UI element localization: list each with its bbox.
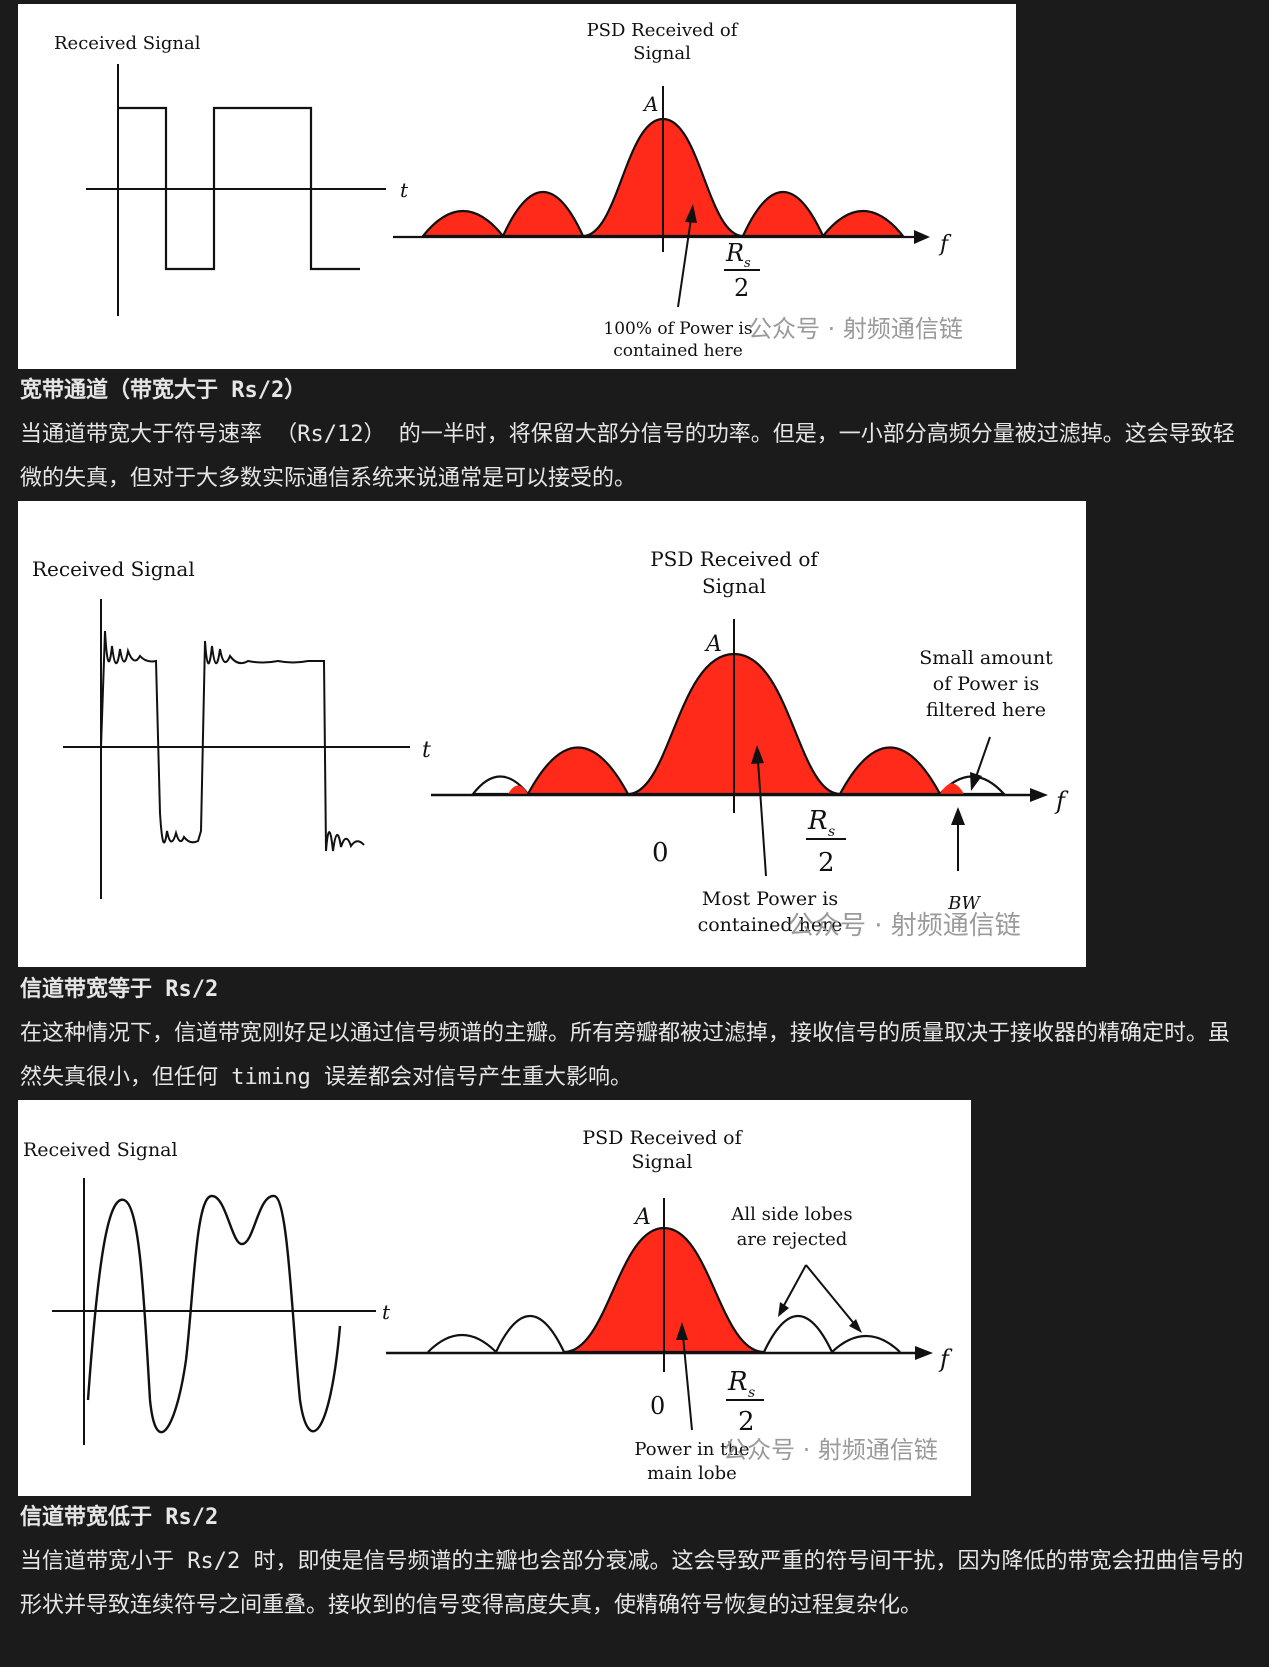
frequency-axis-arrow <box>1030 788 1048 802</box>
side-lobe-l1 <box>495 1314 565 1353</box>
note-line2: contained here <box>698 914 843 936</box>
rs-denominator: 2 <box>738 1407 755 1437</box>
note-line1: 100% of Power is <box>603 319 752 339</box>
psd-title-line2: Signal <box>702 574 766 598</box>
rs-label: R <box>727 1367 748 1397</box>
zero-label: 0 <box>652 838 669 868</box>
section-body-narrow: 当信道带宽小于 Rs/2 时，即使是信号频谱的主瓣也会部分衰减。这会导致严重的符… <box>20 1549 1244 1618</box>
rs-subscript: s <box>748 1385 755 1401</box>
figure-wideband: Received Signal t PSD Received of Signal… <box>18 4 1016 369</box>
side-note-line3: filtered here <box>926 699 1046 721</box>
note-line1: Power in the <box>634 1439 749 1460</box>
note-line2: contained here <box>613 341 743 361</box>
psd-lobes <box>470 652 1007 796</box>
side-note-arrow-head-left <box>778 1302 789 1317</box>
side-lobe-l1 <box>501 191 585 238</box>
side-note-arrows <box>781 1264 857 1327</box>
figure-equal-bandwidth-diagram: Received Signal t PSD Received of Signal… <box>32 547 1069 941</box>
rs-subscript: s <box>828 824 835 840</box>
frequency-axis-arrow <box>914 230 930 244</box>
side-note-line2: of Power is <box>933 673 1039 695</box>
side-lobe-r2 <box>820 210 906 238</box>
figure-wideband-diagram: Received Signal t PSD Received of Signal… <box>54 20 963 361</box>
section-heading-narrow: 信道带宽低于 Rs/2 <box>20 1505 219 1530</box>
section-body-wideband: 当通道带宽大于符号速率 （Rs/12） 的一半时，将保留大部分信号的功率。但是，… <box>20 422 1235 491</box>
side-note-line1: Small amount <box>919 647 1053 669</box>
side-note-arrow-head <box>970 772 982 791</box>
figure-equal-bandwidth: Received Signal t PSD Received of Signal… <box>18 501 1086 967</box>
psd-title-line2: Signal <box>633 43 691 64</box>
note-line1: Most Power is <box>702 888 838 910</box>
t-axis-label: t <box>422 738 431 763</box>
side-lobe-r1 <box>741 191 825 238</box>
f-axis-label: f <box>1054 787 1069 815</box>
note-arrow <box>757 760 767 877</box>
note-arrow-head <box>685 204 697 223</box>
side-lobe-r1 <box>838 746 942 796</box>
f-axis-label: f <box>938 1345 953 1373</box>
side-note-arrow-head-right <box>849 1319 862 1333</box>
side-lobe-r2 <box>831 1334 901 1353</box>
bw-arrow-head <box>951 807 965 825</box>
section-body-equal: 在这种情况下，信道带宽刚好足以通过信号频谱的主瓣。所有旁瓣都被过滤掉，接收信号的… <box>20 1021 1231 1090</box>
watermark: 公众号 · 射频通信链 <box>788 911 1021 941</box>
bw-label: BW <box>947 893 981 914</box>
section-heading-wideband: 宽带通道（带宽大于 Rs/2） <box>20 378 307 403</box>
side-note-line1: All side lobes <box>730 1204 852 1225</box>
amplitude-label: A <box>633 1205 651 1230</box>
note-arrow-head <box>676 1322 688 1340</box>
side-lobe-l1 <box>526 746 630 796</box>
f-axis-label: f <box>938 232 952 257</box>
received-signal-label: Received Signal <box>23 1139 178 1161</box>
rs-denominator: 2 <box>818 848 835 878</box>
figure-narrowband: Received Signal t PSD Received of Signal… <box>18 1100 971 1496</box>
section-heading-equal: 信道带宽等于 Rs/2 <box>20 977 219 1002</box>
amplitude-label: A <box>642 92 658 116</box>
side-lobe-r2-partial <box>940 783 964 794</box>
watermark: 公众号 · 射频通信链 <box>748 315 963 343</box>
square-wave <box>118 106 360 271</box>
t-axis-label: t <box>382 1300 391 1324</box>
rs-denominator: 2 <box>734 274 749 302</box>
amplitude-label: A <box>704 632 722 657</box>
frequency-axis-arrow <box>915 1346 933 1360</box>
figure-narrowband-diagram: Received Signal t PSD Received of Signal… <box>23 1127 953 1484</box>
side-lobe-l2 <box>427 1333 497 1353</box>
psd-title-line1: PSD Received of <box>582 1127 743 1149</box>
ringing-square-wave <box>100 630 365 852</box>
side-lobe-l2-partial <box>508 785 528 794</box>
side-note-arrow <box>975 736 991 778</box>
psd-title-line2: Signal <box>632 1151 693 1173</box>
zero-label: 0 <box>650 1392 665 1420</box>
received-signal-label: Received Signal <box>54 33 201 54</box>
note-line2: main lobe <box>647 1463 737 1484</box>
note-arrow-head <box>751 745 764 764</box>
side-note-line2: are rejected <box>737 1229 848 1250</box>
psd-title-line1: PSD Received of <box>587 20 739 41</box>
t-axis-label: t <box>400 178 409 202</box>
note-arrow <box>677 218 692 308</box>
rs-subscript: s <box>744 256 751 271</box>
psd-title-line1: PSD Received of <box>650 547 819 571</box>
side-lobe-l2 <box>420 210 506 238</box>
received-signal-label: Received Signal <box>32 557 195 581</box>
rs-label: R <box>807 806 828 836</box>
rs-label: R <box>725 239 744 267</box>
watermark: 公众号 · 射频通信链 <box>723 1436 938 1464</box>
note-arrow <box>682 1335 693 1431</box>
side-lobe-r1 <box>763 1314 833 1353</box>
distorted-wave <box>86 1194 342 1434</box>
